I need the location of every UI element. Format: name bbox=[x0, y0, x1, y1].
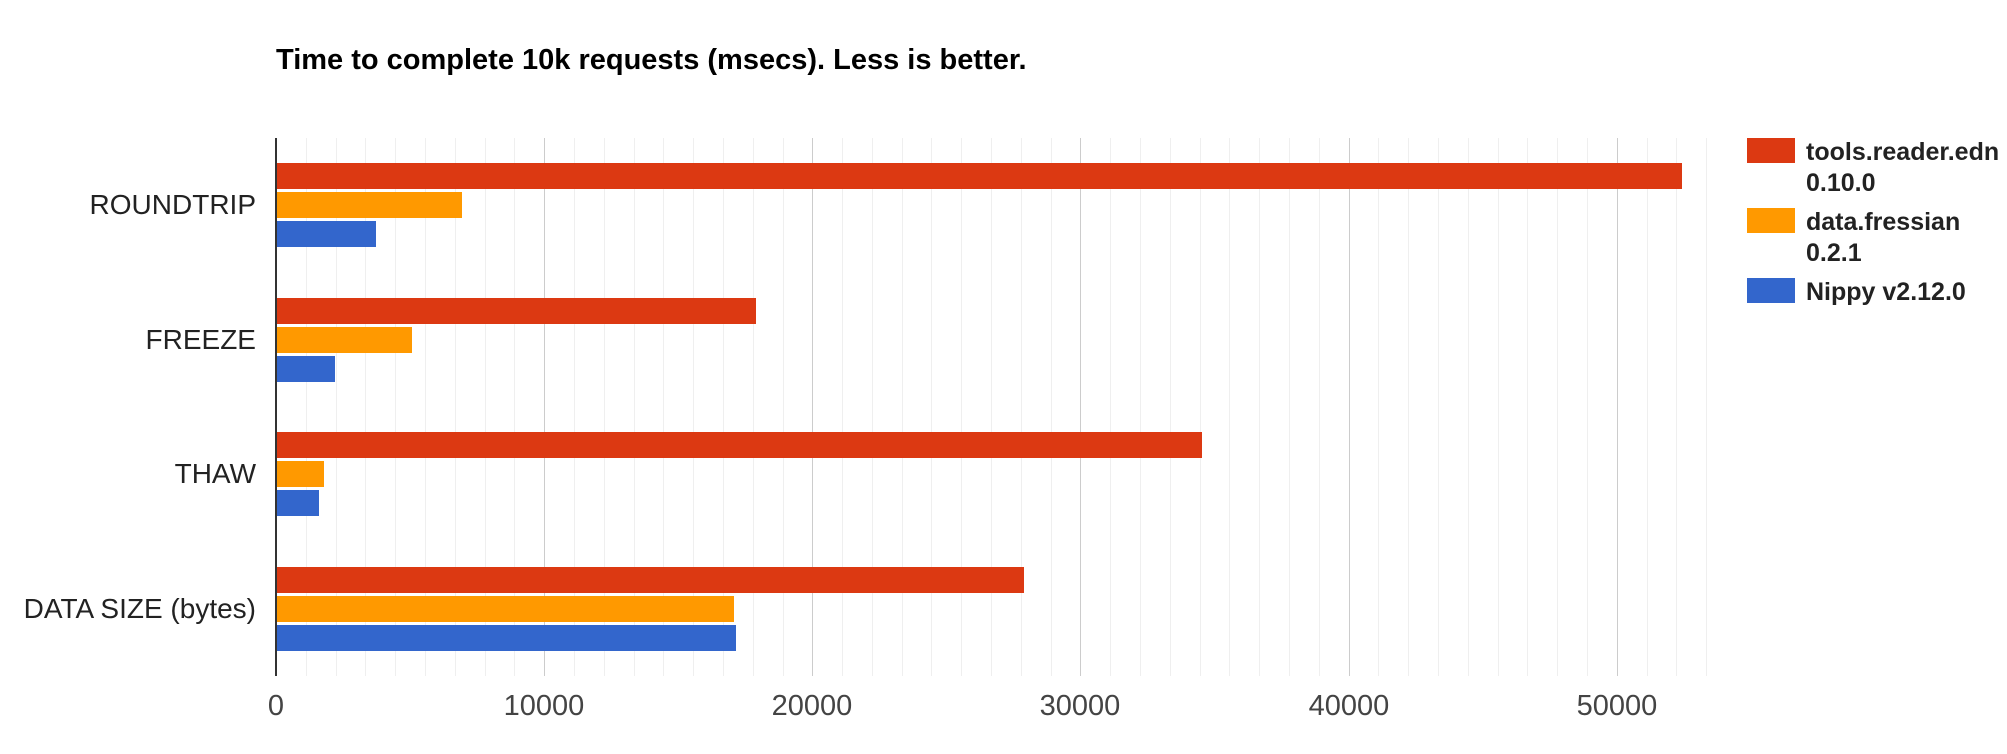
gridline-minor bbox=[663, 138, 665, 676]
gridline-minor bbox=[871, 138, 873, 676]
gridline-minor bbox=[901, 138, 903, 676]
bar bbox=[277, 356, 335, 382]
category-label: FREEZE bbox=[145, 324, 256, 355]
legend-label-line: 0.2.1 bbox=[1806, 239, 1862, 267]
gridline-major bbox=[1616, 138, 1618, 676]
gridline-minor bbox=[1169, 138, 1171, 676]
category-label: ROUNDTRIP bbox=[89, 189, 256, 220]
bar bbox=[277, 625, 736, 651]
bar bbox=[277, 461, 324, 487]
x-tick-label: 30000 bbox=[1039, 690, 1121, 722]
gridline-minor bbox=[1289, 138, 1291, 676]
gridline-minor bbox=[1467, 138, 1469, 676]
legend-color-swatch bbox=[1747, 138, 1795, 163]
gridline-major bbox=[1080, 138, 1082, 676]
gridline-minor bbox=[335, 138, 337, 676]
gridline-minor bbox=[1497, 138, 1499, 676]
gridline-minor bbox=[514, 138, 516, 676]
gridline-major bbox=[1348, 138, 1350, 676]
category-label: THAW bbox=[174, 458, 256, 489]
gridline-minor bbox=[395, 138, 397, 676]
gridline-minor bbox=[1229, 138, 1231, 676]
gridline-minor bbox=[782, 138, 784, 676]
gridline-minor bbox=[573, 138, 575, 676]
gridline-minor bbox=[1140, 138, 1142, 676]
gridline-minor bbox=[1646, 138, 1648, 676]
gridline-minor bbox=[633, 138, 635, 676]
gridline-minor bbox=[1586, 138, 1588, 676]
gridline-minor bbox=[1020, 138, 1022, 676]
gridline-minor bbox=[1676, 138, 1678, 676]
gridline-minor bbox=[1318, 138, 1320, 676]
bar bbox=[277, 221, 376, 247]
gridline-minor bbox=[693, 138, 695, 676]
x-tick-label: 0 bbox=[267, 690, 285, 722]
gridline-minor bbox=[961, 138, 963, 676]
gridline-minor bbox=[842, 138, 844, 676]
gridline-minor bbox=[603, 138, 605, 676]
bar bbox=[277, 192, 462, 218]
legend-label-line: 0.10.0 bbox=[1806, 169, 1876, 197]
gridline-minor bbox=[1110, 138, 1112, 676]
legend-label-line: Nippy v2.12.0 bbox=[1806, 278, 1966, 306]
bar bbox=[277, 567, 1024, 593]
gridline-minor bbox=[1378, 138, 1380, 676]
gridline-minor bbox=[1259, 138, 1261, 676]
gridline-minor bbox=[752, 138, 754, 676]
gridline-minor bbox=[484, 138, 486, 676]
legend-label: data.fressian 0.2.1 bbox=[1806, 207, 2006, 269]
gridline-minor bbox=[1557, 138, 1559, 676]
legend-color-swatch bbox=[1747, 278, 1795, 303]
gridline-minor bbox=[305, 138, 307, 676]
legend-label: tools.reader.edn 0.10.0 bbox=[1806, 137, 2006, 199]
x-tick-label: 50000 bbox=[1576, 690, 1658, 722]
gridline-minor bbox=[931, 138, 933, 676]
bar bbox=[277, 432, 1202, 458]
bar bbox=[277, 327, 412, 353]
bar bbox=[277, 596, 734, 622]
gridline-minor bbox=[1438, 138, 1439, 676]
gridline-major bbox=[812, 138, 814, 676]
legend-color-swatch bbox=[1747, 208, 1795, 233]
gridline-major bbox=[544, 138, 546, 676]
x-tick-label: 20000 bbox=[771, 690, 853, 722]
gridline-minor bbox=[365, 138, 367, 676]
gridline-minor bbox=[1050, 138, 1052, 676]
gridline-minor bbox=[991, 138, 993, 676]
legend-label-line: data.fressian bbox=[1806, 208, 1961, 236]
legend-label-line: tools.reader.edn bbox=[1806, 138, 2000, 166]
chart-title: Time to complete 10k requests (msecs). L… bbox=[276, 44, 1027, 76]
x-tick-label: 10000 bbox=[503, 690, 585, 722]
bar bbox=[277, 163, 1682, 189]
bar bbox=[277, 298, 756, 324]
gridline-minor bbox=[1408, 138, 1410, 676]
y-axis-line bbox=[275, 138, 277, 676]
gridline-minor bbox=[424, 138, 426, 676]
legend-label: Nippy v2.12.0 bbox=[1806, 277, 2006, 308]
gridline-minor bbox=[454, 138, 456, 676]
bar bbox=[277, 490, 319, 516]
x-tick-label: 40000 bbox=[1308, 690, 1390, 722]
category-label: DATA SIZE (bytes) bbox=[23, 593, 256, 624]
gridline-minor bbox=[722, 138, 724, 676]
gridline-minor bbox=[1199, 138, 1201, 676]
gridline-minor bbox=[1706, 138, 1708, 676]
gridline-minor bbox=[1527, 138, 1529, 676]
